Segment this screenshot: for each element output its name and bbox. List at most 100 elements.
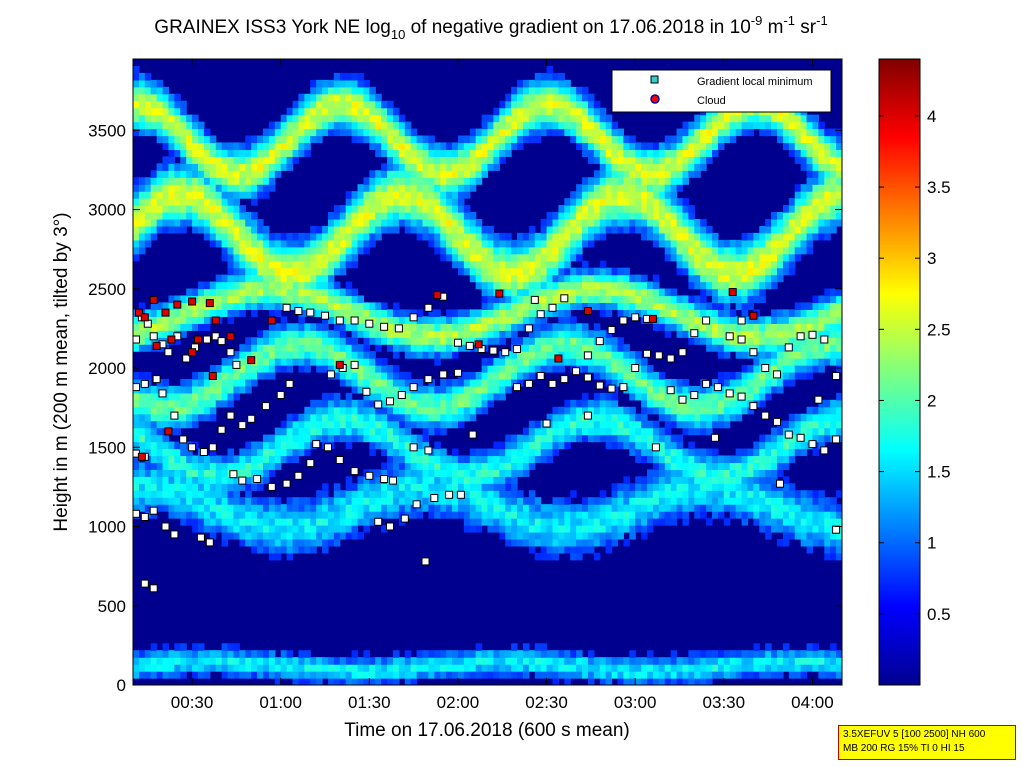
heatmap-cell [162,86,170,95]
heatmap-cell [434,218,441,227]
heatmap-cell [652,385,660,394]
heatmap-cell [682,678,689,685]
heatmap-cell [144,483,152,491]
heatmap-cell [434,316,441,324]
heatmap-cell [570,267,577,276]
heatmap-cell [469,518,477,526]
heatmap-cell [457,191,465,199]
heatmap-cell [268,121,276,130]
heatmap-cell [375,149,382,157]
heatmap-cell [133,65,140,74]
heatmap-cell [599,678,607,685]
heatmap-cell [475,323,483,331]
heatmap-cell [133,434,140,443]
heatmap-cell [404,427,412,436]
heatmap-cell [428,135,435,144]
heatmap-cell [392,671,400,679]
heatmap-cell [357,344,365,352]
heatmap-cell [446,246,453,255]
heatmap-cell [304,121,311,130]
heatmap-cell [617,358,624,366]
heatmap-cell [162,504,170,512]
heatmap-cell [729,114,737,123]
heatmap-cell [452,198,459,206]
heatmap-cell [369,191,376,199]
heatmap-cell [582,538,589,547]
heatmap-cell [700,218,707,227]
heatmap-cell [499,358,506,366]
heatmap-cell [268,170,276,178]
heatmap-cell [723,239,731,248]
heatmap-cell [286,427,294,436]
heatmap-cell [558,531,565,540]
heatmap-cell [339,232,347,241]
heatmap-cell [611,337,619,345]
heatmap-cell [209,177,217,185]
heatmap-cell [475,135,483,144]
heatmap-cell [268,344,276,352]
heatmap-cell [197,184,205,192]
heatmap-cell [700,239,707,248]
heatmap-cell [647,434,654,443]
heatmap-cell [617,483,624,491]
heatmap-cell [274,441,282,450]
heatmap-cell [150,93,158,102]
heatmap-cell [475,128,483,137]
heatmap-cell [357,225,365,234]
heatmap-cell [617,225,624,234]
heatmap-cell [511,302,518,310]
heatmap-cell [398,427,406,436]
heatmap-cell [428,657,435,665]
heatmap-cell [493,253,500,262]
heatmap-cell [227,274,235,283]
heatmap-cell [564,212,571,220]
heatmap-cell [558,337,565,345]
heatmap-cell [534,107,542,116]
heatmap-cell [304,441,311,450]
heatmap-cell [245,490,252,498]
heatmap-cell [150,385,158,394]
heatmap-cell [446,323,453,331]
heatmap-cell [452,239,459,248]
heatmap-cell [552,246,559,255]
heatmap-cell [517,455,524,464]
heatmap-cell [215,455,223,464]
heatmap-cell [404,406,412,415]
heatmap-cell [416,455,424,464]
heatmap-cell [717,490,725,498]
heatmap-cell [511,309,518,317]
heatmap-cell [221,274,229,283]
heatmap-cell [676,378,684,387]
heatmap-cell [599,351,607,359]
heatmap-cell [564,246,571,255]
heatmap-cell [576,337,583,345]
heatmap-cell [333,483,341,491]
heatmap-cell [245,177,252,185]
heatmap-cell [623,504,630,512]
heatmap-cell [652,177,660,185]
heatmap-cell [144,218,152,227]
heatmap-cell [150,462,158,470]
heatmap-cell [221,232,229,241]
heatmap-cell [251,441,258,450]
heatmap-cell [617,274,624,283]
heatmap-cell [274,664,282,672]
heatmap-cell [658,657,666,665]
heatmap-cell [717,128,725,137]
heatmap-cell [605,420,613,429]
heatmap-cell [694,413,701,422]
heatmap-cell [221,372,229,380]
heatmap-cell [670,212,678,220]
heatmap-cell [517,107,524,116]
heatmap-cell [168,107,175,116]
heatmap-cell [150,434,158,443]
heatmap-cell [641,434,648,443]
heatmap-cell [280,420,288,429]
heatmap-cell [534,344,542,352]
heatmap-cell [251,267,258,276]
heatmap-cell [304,295,311,304]
heatmap-cell [658,427,666,436]
heatmap-cell [162,671,170,679]
heatmap-cell [327,86,335,95]
heatmap-cell [457,205,465,213]
